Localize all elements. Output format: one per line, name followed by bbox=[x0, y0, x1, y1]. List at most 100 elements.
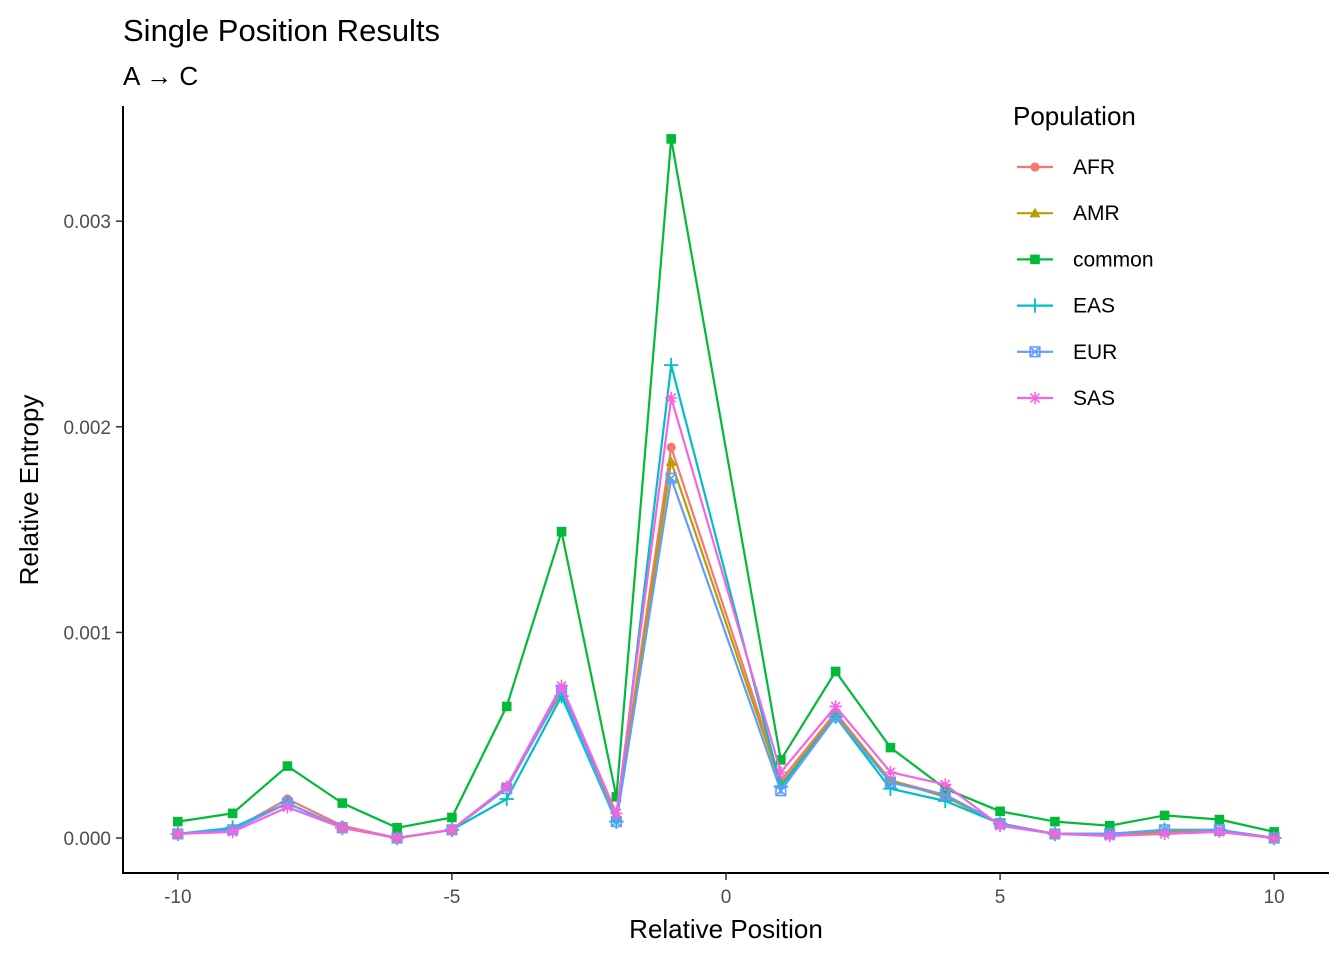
data-point-sas bbox=[939, 778, 952, 791]
chart-title: Single Position Results bbox=[123, 13, 440, 48]
data-point-sas bbox=[1213, 825, 1226, 839]
data-point-common bbox=[666, 134, 676, 144]
series-line-eas bbox=[177, 364, 1275, 840]
data-point-sas bbox=[664, 391, 678, 405]
data-point-common bbox=[1104, 820, 1115, 831]
legend-label: SAS bbox=[1073, 387, 1115, 410]
legend-item-amr: AMR bbox=[1017, 202, 1120, 225]
legend-item-eas: EAS bbox=[1017, 295, 1115, 318]
data-point-common bbox=[392, 822, 402, 833]
x-tick-label: -5 bbox=[443, 887, 460, 908]
series-line-afr bbox=[177, 446, 1275, 840]
data-point-sas bbox=[336, 821, 349, 835]
data-point-sas bbox=[829, 700, 842, 713]
data-point-sas bbox=[610, 807, 623, 820]
data-point-sas bbox=[1158, 827, 1171, 841]
legend-item-afr: AFR bbox=[1017, 156, 1115, 179]
data-point-sas bbox=[555, 679, 568, 693]
series-sas bbox=[171, 391, 1281, 845]
data-point-common bbox=[830, 666, 841, 677]
y-ticks: 0.000 0.001 0.002 0.003 bbox=[63, 212, 123, 850]
data-point-common bbox=[173, 816, 183, 827]
data-point-sas bbox=[884, 766, 897, 779]
legend-key-marker bbox=[1029, 346, 1041, 358]
legend-key-marker bbox=[1028, 391, 1042, 405]
series-eas bbox=[170, 357, 1282, 846]
x-axis-title: Relative Position bbox=[629, 914, 823, 944]
data-point-sas bbox=[171, 827, 185, 841]
data-point-sas bbox=[1048, 827, 1062, 841]
data-point-eur bbox=[884, 776, 897, 789]
data-point-sas bbox=[500, 780, 513, 793]
series-line-eur bbox=[177, 477, 1275, 840]
series-afr bbox=[173, 442, 1279, 843]
legend-items: AFR AMR common EAS EUR SAS bbox=[1017, 156, 1154, 410]
series-amr bbox=[172, 456, 1280, 843]
legend-label: common bbox=[1073, 248, 1154, 271]
legend-key-marker bbox=[1029, 207, 1041, 218]
data-point-common bbox=[1214, 814, 1225, 825]
data-point-common bbox=[1159, 810, 1170, 821]
data-point-afr bbox=[666, 442, 676, 452]
data-point-eas bbox=[883, 781, 898, 796]
y-tick-label: 0.000 bbox=[63, 829, 111, 850]
y-tick-label: 0.003 bbox=[63, 212, 111, 233]
legend-label: EAS bbox=[1073, 295, 1115, 318]
data-point-common bbox=[556, 526, 567, 537]
x-tick-label: 0 bbox=[721, 887, 732, 908]
series-line-sas bbox=[177, 396, 1275, 840]
data-point-amr bbox=[665, 456, 677, 466]
x-tick-label: 10 bbox=[1264, 887, 1285, 908]
legend-label: AMR bbox=[1073, 202, 1120, 225]
x-tick-label: 5 bbox=[995, 887, 1006, 908]
legend: Population AFR AMR common EAS EUR SAS bbox=[1013, 101, 1154, 410]
axes bbox=[122, 106, 1329, 874]
legend-item-common: common bbox=[1017, 248, 1154, 271]
series-layer bbox=[170, 134, 1282, 846]
data-point-sas bbox=[226, 825, 239, 839]
y-axis-title: Relative Entropy bbox=[14, 395, 44, 586]
legend-label: EUR bbox=[1073, 341, 1117, 364]
data-point-common bbox=[995, 806, 1005, 817]
y-tick-label: 0.002 bbox=[63, 418, 111, 439]
series-common bbox=[173, 134, 1279, 837]
data-point-common bbox=[776, 755, 786, 765]
legend-key-marker bbox=[1030, 162, 1040, 172]
data-point-common bbox=[1050, 816, 1060, 827]
data-point-eas bbox=[938, 793, 953, 809]
data-point-sas bbox=[281, 800, 294, 814]
data-point-eur bbox=[665, 472, 677, 484]
x-ticks: -10 -5 0 5 10 bbox=[164, 873, 1285, 908]
legend-key-marker bbox=[1030, 254, 1040, 265]
data-point-eur bbox=[610, 815, 622, 828]
data-point-sas bbox=[774, 766, 788, 779]
data-point-eur bbox=[775, 785, 787, 797]
data-point-common bbox=[282, 761, 293, 771]
data-point-eur bbox=[830, 711, 842, 723]
data-point-sas bbox=[1267, 831, 1281, 845]
chart-subtitle: A → C bbox=[123, 61, 198, 91]
data-point-common bbox=[885, 742, 896, 753]
data-point-sas bbox=[390, 831, 404, 845]
legend-item-sas: SAS bbox=[1017, 387, 1115, 410]
data-point-common bbox=[611, 792, 622, 802]
legend-key-marker bbox=[1027, 298, 1043, 313]
legend-item-eur: EUR bbox=[1017, 341, 1117, 364]
data-point-common bbox=[501, 701, 512, 712]
series-line-amr bbox=[177, 460, 1275, 840]
y-tick-label: 0.001 bbox=[63, 623, 111, 644]
data-point-sas bbox=[993, 819, 1007, 832]
legend-label: AFR bbox=[1073, 156, 1115, 179]
legend-title: Population bbox=[1013, 101, 1136, 131]
data-point-eur bbox=[939, 789, 951, 801]
data-point-common bbox=[337, 798, 348, 808]
data-point-common bbox=[447, 812, 457, 823]
data-point-common bbox=[227, 808, 238, 819]
series-eur bbox=[172, 472, 1280, 844]
data-point-eas bbox=[663, 357, 679, 373]
series-line-common bbox=[177, 137, 1275, 833]
data-point-sas bbox=[445, 823, 459, 837]
x-tick-label: -10 bbox=[164, 887, 191, 908]
data-point-sas bbox=[1103, 829, 1116, 843]
